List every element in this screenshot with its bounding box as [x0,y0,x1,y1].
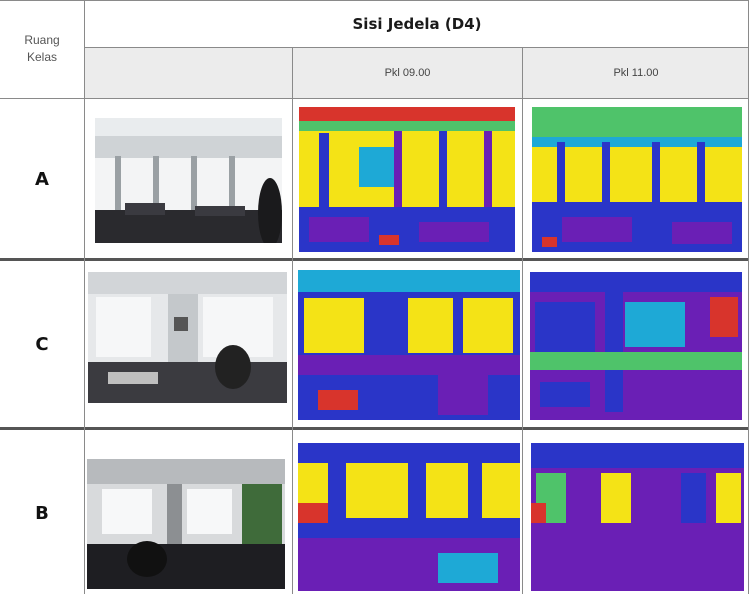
heatmap-room-c-0900 [298,270,520,420]
photo-room-b [87,459,285,589]
photo-room-c [88,272,287,403]
subheader-cell-left [85,48,292,98]
header-ruang: Ruang [24,33,60,47]
photo-room-a [95,118,282,243]
table-title: Sisi Jedela (D4) [352,14,482,33]
room-label-c: C [35,333,49,355]
heatmap-room-b-1100 [531,443,744,591]
column-header-room-class: Ruang Kelas [0,0,84,98]
heatmap-room-c-1100 [530,272,742,420]
heatmap-room-a-0900 [299,107,515,252]
grid-line-col1 [84,0,85,594]
grid-line-row-c-bottom [0,427,749,430]
time-header-1: Pkl 09.00 [384,67,431,79]
heatmap-room-b-0900 [298,443,520,591]
grid-line-row-a-bottom [0,258,749,261]
subheader-cell-time1 [293,48,522,98]
time-header-2: Pkl 11.00 [613,67,659,79]
room-label-a: A [35,168,49,190]
subheader-cell-time2 [523,48,749,98]
heatmap-room-a-1100 [532,107,742,252]
room-label-b: B [35,502,49,524]
grid-line-header-split [85,47,749,48]
grid-line-header-bottom [0,98,749,99]
grid-line-col2 [292,47,293,594]
header-kelas: Kelas [26,50,58,64]
grid-line-col3 [522,47,523,594]
grid-line-top [0,0,749,1]
